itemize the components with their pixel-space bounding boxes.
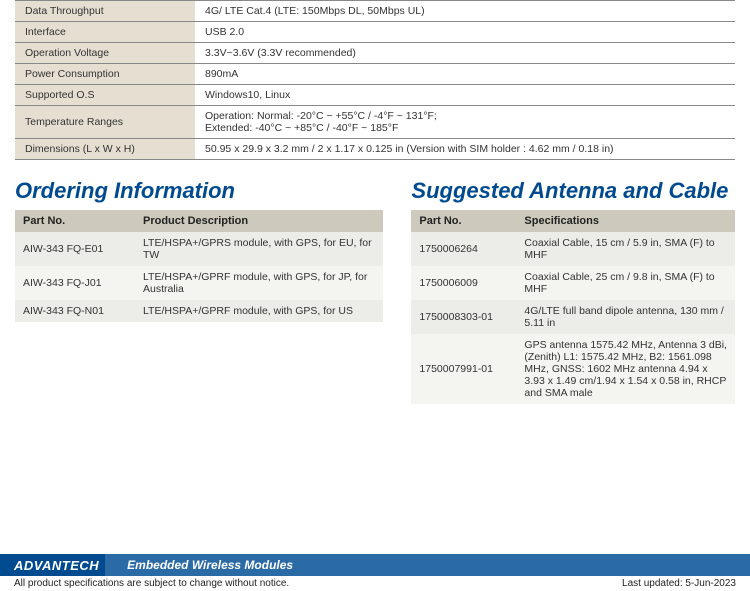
table-cell: 1750006264 <box>411 232 516 266</box>
antenna-table: Part No. Specifications 1750006264Coaxia… <box>411 210 735 404</box>
spec-value: 50.95 x 29.9 x 3.2 mm / 2 x 1.17 x 0.125… <box>195 139 735 160</box>
table-cell: 1750008303-01 <box>411 300 516 334</box>
spec-value: 890mA <box>195 64 735 85</box>
footer: ADVANTECH Embedded Wireless Modules All … <box>0 554 750 591</box>
spec-label: Interface <box>15 22 195 43</box>
spec-row: Operation Voltage3.3V~3.6V (3.3V recomme… <box>15 43 735 64</box>
table-cell: 1750007991-01 <box>411 334 516 404</box>
table-cell: Coaxial Cable, 15 cm / 5.9 in, SMA (F) t… <box>516 232 735 266</box>
spec-label: Supported O.S <box>15 85 195 106</box>
spec-row: Temperature RangesOperation: Normal: -20… <box>15 106 735 139</box>
table-row: 1750008303-014G/LTE full band dipole ant… <box>411 300 735 334</box>
spec-row: Supported O.SWindows10, Linux <box>15 85 735 106</box>
table-cell: AIW-343 FQ-E01 <box>15 232 135 266</box>
col-header: Product Description <box>135 210 383 232</box>
antenna-section: Suggested Antenna and Cable Part No. Spe… <box>411 160 735 404</box>
antenna-heading: Suggested Antenna and Cable <box>411 178 735 204</box>
ordering-heading: Ordering Information <box>15 178 383 204</box>
table-cell: LTE/HSPA+/GPRF module, with GPS, for US <box>135 300 383 322</box>
spec-row: Power Consumption890mA <box>15 64 735 85</box>
col-header: Part No. <box>411 210 516 232</box>
table-cell: AIW-343 FQ-J01 <box>15 266 135 300</box>
spec-label: Power Consumption <box>15 64 195 85</box>
spec-row: InterfaceUSB 2.0 <box>15 22 735 43</box>
disclaimer-text: All product specifications are subject t… <box>14 578 289 589</box>
spec-value: USB 2.0 <box>195 22 735 43</box>
table-cell: LTE/HSPA+/GPRS module, with GPS, for EU,… <box>135 232 383 266</box>
ordering-section: Ordering Information Part No. Product De… <box>15 160 383 404</box>
spec-row: Dimensions (L x W x H)50.95 x 29.9 x 3.2… <box>15 139 735 160</box>
table-row: AIW-343 FQ-J01LTE/HSPA+/GPRF module, wit… <box>15 266 383 300</box>
table-cell: GPS antenna 1575.42 MHz, Antenna 3 dBi, … <box>516 334 735 404</box>
spec-label: Dimensions (L x W x H) <box>15 139 195 160</box>
table-row: 1750006009Coaxial Cable, 25 cm / 9.8 in,… <box>411 266 735 300</box>
spec-value: Operation: Normal: -20°C ~ +55°C / -4°F … <box>195 106 735 139</box>
table-cell: 4G/LTE full band dipole antenna, 130 mm … <box>516 300 735 334</box>
spec-label: Temperature Ranges <box>15 106 195 139</box>
col-header: Specifications <box>516 210 735 232</box>
table-row: AIW-343 FQ-N01LTE/HSPA+/GPRF module, wit… <box>15 300 383 322</box>
footer-title: Embedded Wireless Modules <box>113 558 293 572</box>
spec-value: Windows10, Linux <box>195 85 735 106</box>
brand-logo: ADVANTECH <box>0 558 113 573</box>
table-cell: Coaxial Cable, 25 cm / 9.8 in, SMA (F) t… <box>516 266 735 300</box>
table-cell: 1750006009 <box>411 266 516 300</box>
last-updated: Last updated: 5-Jun-2023 <box>622 578 736 589</box>
spec-label: Data Throughput <box>15 1 195 22</box>
col-header: Part No. <box>15 210 135 232</box>
spec-row: Data Throughput4G/ LTE Cat.4 (LTE: 150Mb… <box>15 1 735 22</box>
specs-table: Data Throughput4G/ LTE Cat.4 (LTE: 150Mb… <box>15 0 735 160</box>
spec-value: 3.3V~3.6V (3.3V recommended) <box>195 43 735 64</box>
table-cell: LTE/HSPA+/GPRF module, with GPS, for JP,… <box>135 266 383 300</box>
table-cell: AIW-343 FQ-N01 <box>15 300 135 322</box>
table-row: AIW-343 FQ-E01LTE/HSPA+/GPRS module, wit… <box>15 232 383 266</box>
table-row: 1750007991-01GPS antenna 1575.42 MHz, An… <box>411 334 735 404</box>
spec-label: Operation Voltage <box>15 43 195 64</box>
ordering-table: Part No. Product Description AIW-343 FQ-… <box>15 210 383 322</box>
spec-value: 4G/ LTE Cat.4 (LTE: 150Mbps DL, 50Mbps U… <box>195 1 735 22</box>
table-row: 1750006264Coaxial Cable, 15 cm / 5.9 in,… <box>411 232 735 266</box>
